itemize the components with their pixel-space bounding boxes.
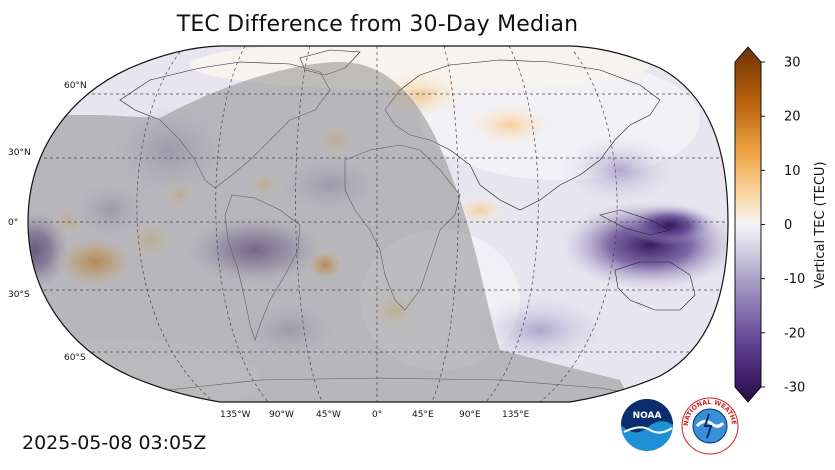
nws-logo: NATIONAL WEATHER SERVICE <box>680 396 739 455</box>
graticule <box>28 46 728 402</box>
lon-label-90e: 90°E <box>459 410 481 420</box>
lon-label-90w: 90°W <box>269 410 294 420</box>
colorbar-ramp <box>734 46 762 403</box>
lat-label-30s: 30°S <box>8 290 30 300</box>
lat-label-30n: 30°N <box>8 148 31 158</box>
timestamp: 2025-05-08 03:05Z <box>22 432 207 454</box>
colorbar-tick-label: -20 <box>784 326 805 341</box>
colorbar-tick-label: 20 <box>784 110 801 125</box>
tec-map: 60°N 30°N 0° 30°S 60°S 135°W 90°W 45°W 0… <box>8 45 729 420</box>
colorbar-tick-label: -30 <box>784 381 805 396</box>
colorbar-label: Vertical TEC (TECU) <box>813 161 828 288</box>
lat-label-60n: 60°N <box>64 81 87 91</box>
anomaly-field <box>28 46 728 402</box>
noaa-logo-text: NOAA <box>633 411 662 421</box>
lon-label-135w: 135°W <box>220 410 251 420</box>
noaa-logo: NOAA <box>621 399 673 451</box>
colorbar-ticks: 30 20 10 0 -10 -20 -30 <box>761 56 805 396</box>
colorbar-tick-label: -10 <box>784 272 805 287</box>
lon-label-0: 0° <box>372 410 382 420</box>
colorbar-tick-label: 10 <box>784 164 801 179</box>
page-title: TEC Difference from 30-Day Median <box>176 12 579 37</box>
lon-label-45w: 45°W <box>316 410 341 420</box>
lon-label-45e: 45°E <box>412 410 434 420</box>
lat-label-60s: 60°S <box>64 353 86 363</box>
colorbar-tick-label: 0 <box>784 218 792 233</box>
lon-label-135e: 135°E <box>502 410 530 420</box>
lat-label-equator: 0° <box>8 218 18 228</box>
night-terminator <box>28 62 640 402</box>
colorbar-tick-label: 30 <box>784 56 801 71</box>
colorbar: 30 20 10 0 -10 -20 -30 Vertical TEC (TECU) <box>734 46 828 403</box>
